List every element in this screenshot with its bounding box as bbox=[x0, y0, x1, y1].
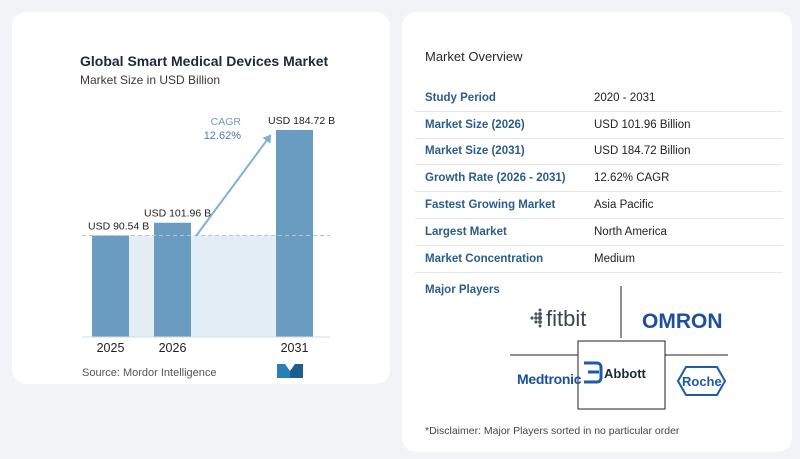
overview-value: Medium bbox=[594, 252, 635, 265]
source-text: Source: Mordor Intelligence bbox=[82, 367, 217, 379]
overview-table: Study Period 2020 - 2031 Market Size (2026… bbox=[415, 85, 782, 273]
data-label: USD 101.96 B bbox=[144, 208, 211, 220]
bar bbox=[154, 222, 191, 337]
overview-value: Asia Pacific bbox=[594, 199, 654, 212]
abbott-logo-text: Abbott bbox=[604, 366, 647, 381]
overview-row: Study Period 2020 - 2031 bbox=[415, 85, 782, 112]
overview-value: USD 101.96 Billion bbox=[594, 118, 691, 131]
omron-logo-text: OMRON bbox=[642, 310, 723, 333]
overview-key: Fastest Growing Market bbox=[425, 199, 556, 212]
fitbit-logo-text: fitbit bbox=[546, 306, 586, 331]
overview-row: Market Size (2026) USD 101.96 Billion bbox=[415, 112, 782, 139]
bar bbox=[92, 235, 129, 337]
overview-value: 2020 - 2031 bbox=[594, 91, 656, 104]
cagr-arrow bbox=[195, 134, 272, 237]
overview-key: Market Size (2026) bbox=[425, 118, 525, 131]
players-title: Major Players bbox=[425, 284, 500, 296]
medtronic-logo-text: Medtronic bbox=[517, 371, 582, 387]
overview-title: Market Overview bbox=[425, 49, 523, 64]
overview-value: North America bbox=[594, 225, 667, 238]
cagr-value: 12.62% bbox=[204, 130, 242, 142]
x-tick-label: 2031 bbox=[281, 341, 309, 355]
overview-key: Market Concentration bbox=[425, 252, 544, 265]
data-label: USD 90.54 B bbox=[88, 221, 149, 233]
mordor-logo-icon bbox=[277, 364, 303, 378]
chart-subtitle: Market Size in USD Billion bbox=[80, 73, 221, 87]
data-label: USD 184.72 B bbox=[268, 115, 335, 127]
overview-key: Study Period bbox=[425, 91, 496, 104]
overview-key: Growth Rate (2026 - 2031) bbox=[425, 172, 566, 185]
chart-title: Global Smart Medical Devices Market bbox=[80, 53, 329, 69]
abbott-frame bbox=[577, 340, 666, 410]
fitbit-logo-icon: fitbit bbox=[530, 306, 586, 331]
overview-value: USD 184.72 Billion bbox=[594, 145, 691, 158]
overview-row: Largest Market North America bbox=[415, 219, 782, 246]
overview-row: Growth Rate (2026 - 2031) 12.62% CAGR bbox=[415, 165, 782, 193]
disclaimer: *Disclaimer: Major Players sorted in no … bbox=[425, 425, 680, 437]
x-tick-label: 2025 bbox=[97, 341, 125, 355]
cagr-label: CAGR bbox=[211, 116, 242, 128]
overview-key: Market Size (2031) bbox=[425, 145, 525, 158]
abbott-logo-icon: Abbott bbox=[584, 361, 647, 384]
overview-row: Fastest Growing Market Asia Pacific bbox=[415, 192, 782, 219]
overview-key: Largest Market bbox=[425, 225, 507, 238]
overview-value: 12.62% CAGR bbox=[594, 172, 670, 185]
overview-row: Market Concentration Medium bbox=[415, 246, 782, 273]
x-tick-label: 2026 bbox=[159, 341, 187, 355]
bar bbox=[276, 130, 313, 337]
roche-logo-icon: Roche bbox=[676, 366, 727, 396]
overview-row: Market Size (2031) USD 184.72 Billion bbox=[415, 139, 782, 166]
roche-logo-text: Roche bbox=[682, 374, 722, 389]
overview-card bbox=[402, 12, 792, 452]
players-logos: fitbit OMRON Medtronic Abbott Roche bbox=[510, 286, 728, 410]
